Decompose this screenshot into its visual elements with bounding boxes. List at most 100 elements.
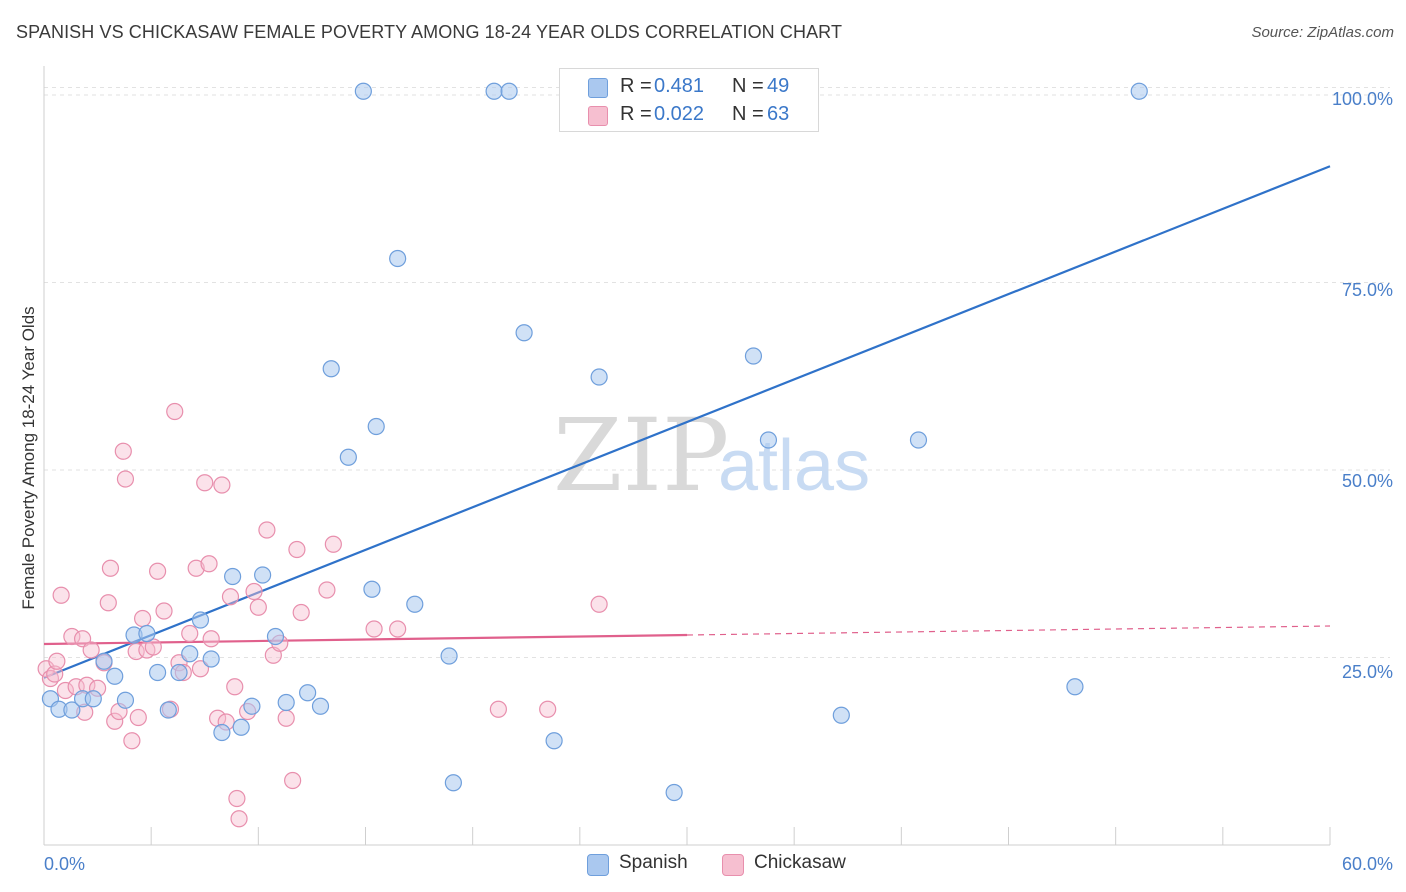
chickasaw-point xyxy=(52,586,70,604)
chickasaw-point xyxy=(288,540,306,559)
chickasaw-point xyxy=(221,588,240,606)
spanish-point xyxy=(354,82,372,100)
axes xyxy=(43,66,1331,846)
r-label: R = xyxy=(620,75,652,97)
stats-row-spanish: R = 0.481 N = 49 xyxy=(560,72,818,100)
chickasaw-point xyxy=(114,442,132,460)
chickasaw-point xyxy=(202,630,220,648)
spanish-point xyxy=(106,667,124,685)
chickasaw-point xyxy=(148,562,167,580)
chickasaw-point xyxy=(191,660,210,678)
spanish-point xyxy=(159,701,177,719)
spanish-point xyxy=(545,732,563,750)
chickasaw-point xyxy=(249,598,267,616)
spanish-point xyxy=(202,650,220,668)
spanish-point xyxy=(744,347,763,365)
spanish-point xyxy=(232,718,250,736)
chickasaw-point xyxy=(99,594,117,612)
spanish-point xyxy=(389,249,407,268)
spanish-point xyxy=(191,611,210,629)
stats-row-chickasaw: R = 0.022 N = 63 xyxy=(560,100,818,128)
spanish-trend-line xyxy=(43,165,1331,679)
spanish-point xyxy=(500,82,518,100)
spanish-point xyxy=(909,431,928,449)
chickasaw-swatch xyxy=(588,106,608,126)
spanish-point xyxy=(95,652,113,670)
n-value: 49 xyxy=(767,75,790,97)
spanish-point xyxy=(759,431,778,449)
y-tick-label: 50.0% xyxy=(1342,471,1393,491)
spanish-point xyxy=(181,645,199,663)
legend-label-spanish: Spanish xyxy=(619,852,688,873)
chickasaw-trend-dashed xyxy=(686,625,1331,636)
spanish-point xyxy=(299,684,317,702)
spanish-point xyxy=(590,368,608,386)
legend-label-chickasaw: Chickasaw xyxy=(754,852,846,873)
chickasaw-point xyxy=(63,627,81,646)
source-label: Source: ZipAtlas.com xyxy=(1251,24,1394,41)
chickasaw-point xyxy=(277,709,295,727)
spanish-point xyxy=(311,697,330,715)
spanish-point xyxy=(266,627,285,646)
spanish-point xyxy=(243,697,261,715)
spanish-swatch xyxy=(588,78,608,98)
chickasaw-trend-line xyxy=(43,625,1331,646)
spanish-points xyxy=(41,82,1148,802)
chickasaw-point xyxy=(155,602,173,620)
chickasaw-point xyxy=(292,603,310,622)
chickasaw-point xyxy=(489,700,507,718)
chickasaw-point xyxy=(187,559,205,577)
spanish-point xyxy=(363,580,381,598)
spanish-point xyxy=(148,663,167,682)
x-tick-label: 0.0% xyxy=(44,854,85,874)
chickasaw-point xyxy=(200,555,218,573)
chickasaw-point xyxy=(133,609,152,628)
chickasaw-point xyxy=(245,582,263,601)
y-axis-title: Female Poverty Among 18-24 Year Olds xyxy=(19,306,38,609)
chart-title: SPANISH VS CHICKASAW FEMALE POVERTY AMON… xyxy=(16,22,843,42)
spanish-point xyxy=(367,417,385,436)
spanish-point xyxy=(213,723,231,742)
n-label: N = xyxy=(732,103,764,125)
spanish-point xyxy=(515,324,533,342)
chickasaw-point xyxy=(181,624,199,643)
spanish-trend xyxy=(43,165,1331,679)
chickasaw-point xyxy=(116,470,135,488)
spanish-point xyxy=(485,82,503,100)
chickasaw-swatch xyxy=(722,854,744,876)
r-value: 0.481 xyxy=(654,75,705,97)
watermark-atlas: atlas xyxy=(718,426,870,506)
chickasaw-point xyxy=(48,652,66,670)
y-tick-label: 75.0% xyxy=(1342,280,1393,300)
spanish-point xyxy=(1130,82,1148,100)
spanish-point xyxy=(224,567,242,586)
chickasaw-point xyxy=(389,620,407,638)
spanish-swatch xyxy=(587,854,609,876)
chickasaw-point xyxy=(539,700,557,718)
r-label: R = xyxy=(620,103,652,125)
chickasaw-point xyxy=(284,771,302,790)
y-tick-label: 25.0% xyxy=(1342,662,1393,682)
chickasaw-point xyxy=(228,789,246,808)
spanish-point xyxy=(322,360,340,378)
spanish-point xyxy=(406,595,424,613)
spanish-point xyxy=(254,566,272,584)
stats-legend: R = 0.481 N = 49 R = 0.022 N = 63 xyxy=(559,68,819,132)
spanish-point xyxy=(63,701,81,719)
chickasaw-point xyxy=(324,535,342,553)
chickasaw-point xyxy=(129,708,147,727)
axis-labels: 25.0% 50.0% 75.0% 100.0% 0.0% 60.0% Female Pov… xyxy=(19,89,1393,874)
spanish-point xyxy=(832,706,850,724)
spanish-point xyxy=(277,693,295,712)
chickasaw-point xyxy=(213,476,231,494)
spanish-point xyxy=(116,691,135,709)
chickasaw-point xyxy=(166,402,184,421)
chickasaw-point xyxy=(318,581,336,599)
spanish-point xyxy=(1066,678,1084,696)
r-value: 0.022 xyxy=(654,103,705,125)
chickasaw-point xyxy=(590,595,608,613)
chickasaw-point xyxy=(365,620,383,638)
chickasaw-point xyxy=(258,521,276,539)
